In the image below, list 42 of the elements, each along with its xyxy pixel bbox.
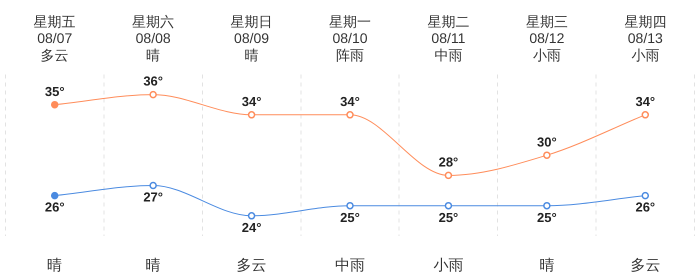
text: 晴 [539,257,554,274]
point [248,111,256,119]
data-label: 24° [242,220,262,235]
point [346,202,354,210]
data-label: 34° [635,94,656,109]
x-tick-label: 星期五 08/07 多云 [34,13,76,63]
text: 多云 [236,257,267,274]
x-tick-label: 星期日 08/09 晴 [230,13,273,63]
point [346,111,354,119]
data-label: 25° [340,210,360,225]
point [149,182,157,190]
data-label: 36° [143,74,163,89]
data-label: 34° [340,94,360,109]
data-label: 26° [635,200,656,215]
point [543,151,551,159]
point [149,90,157,98]
data-label: 27° [143,190,163,205]
data-label: 26° [44,200,65,215]
point [642,192,650,200]
data-label: 28° [438,154,458,170]
point [50,192,58,200]
x-tick-label: 星期六 08/08 晴 [132,13,174,63]
point [543,202,551,210]
x-tick-label: 星期三 08/12 小雨 [526,13,568,63]
point [642,111,650,119]
x-tick-label: 星期四 08/13 小雨 [624,13,666,63]
text: 小雨 [433,257,464,274]
point [50,100,58,108]
data-label: 30° [537,134,557,150]
text: 中雨 [335,257,365,274]
data-label: 25° [537,210,557,225]
point [248,212,256,220]
data-label: 35° [44,84,65,99]
point [444,202,452,210]
data-label: 25° [438,210,458,225]
text: 晴 [47,257,62,274]
x-tick-label: 星期二 08/11 中雨 [427,13,470,63]
point [444,172,452,180]
text: 晴 [146,257,161,274]
x-tick-label: 星期一 08/10 阵雨 [329,13,371,63]
text: 多云 [630,257,660,274]
data-label: 34° [242,94,262,109]
